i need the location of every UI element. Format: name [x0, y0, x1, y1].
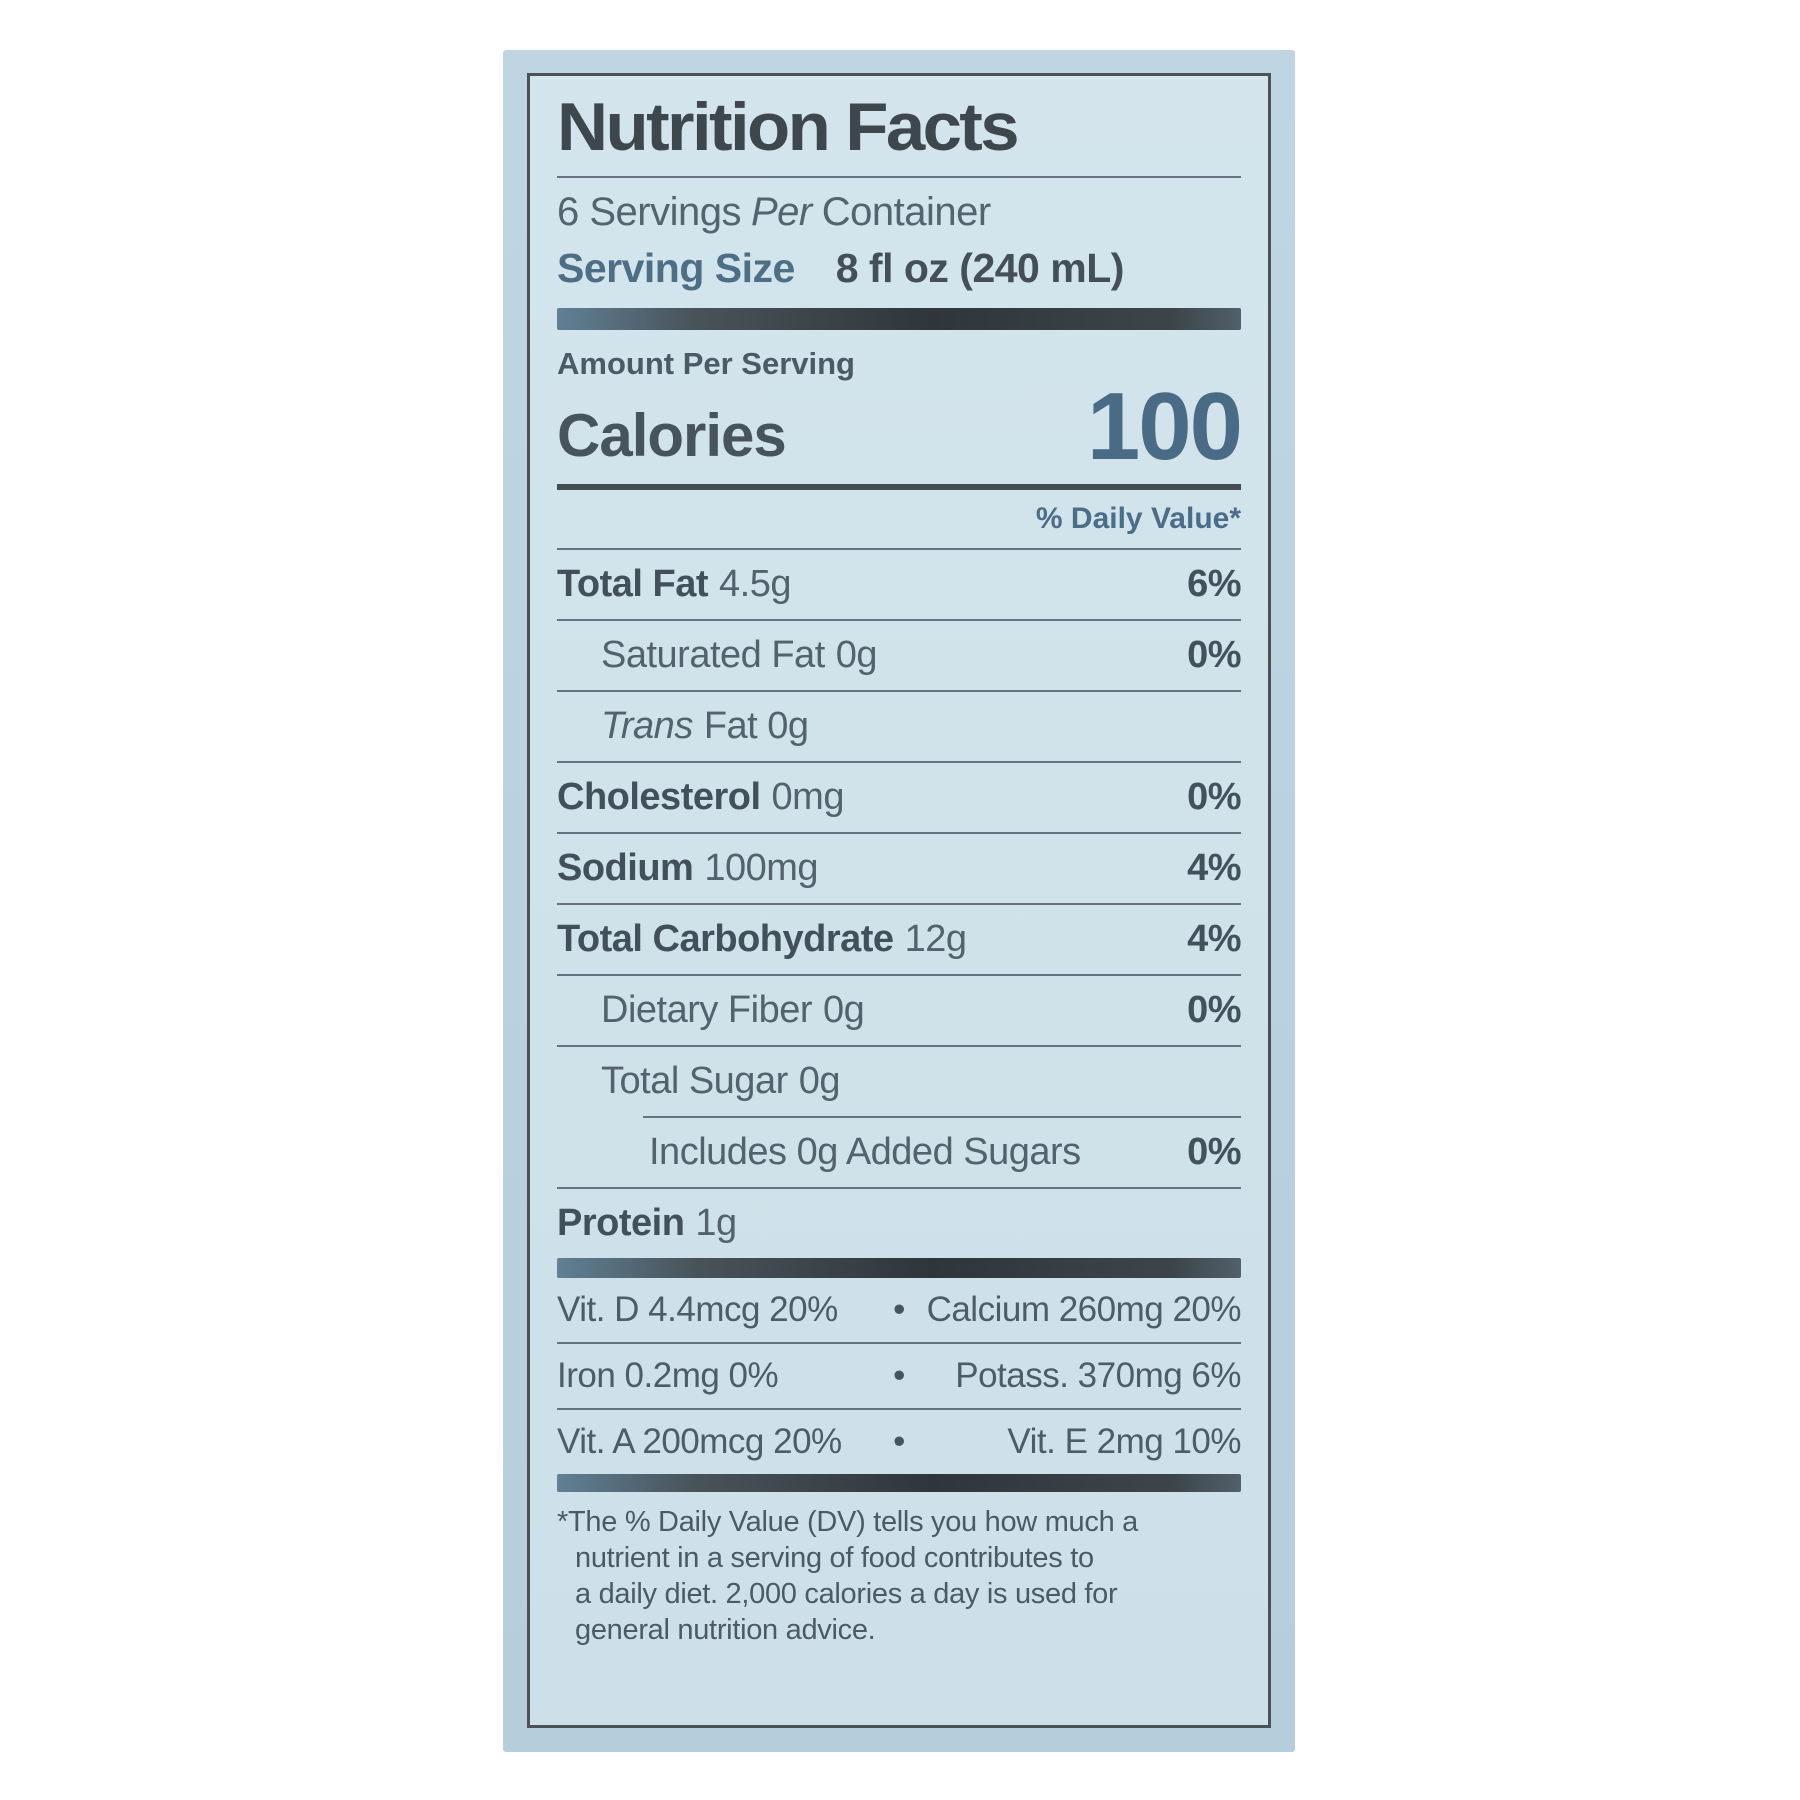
- divider: [557, 1342, 1241, 1345]
- bullet-separator: •: [893, 1356, 905, 1396]
- vitamin-e-value: Vit. E 2mg 10%: [1007, 1422, 1241, 1462]
- daily-value-header: % Daily Value*: [1035, 502, 1241, 536]
- nutrient-dv: 6%: [1187, 563, 1241, 606]
- nutrient-name-amount: Trans Fat 0g: [601, 705, 809, 748]
- divider: [557, 1408, 1241, 1411]
- footnote-line: nutrient in a serving of food contribute…: [575, 1542, 1094, 1575]
- nutrient-name-amount: Total Sugar 0g: [601, 1060, 841, 1103]
- servings-per-word: Per: [750, 190, 812, 234]
- divider: [557, 832, 1241, 835]
- serving-size-value: 8 fl oz (240 mL): [835, 245, 1125, 291]
- calories-value: 100: [1086, 373, 1243, 480]
- nutrient-row-protein: Protein 1g: [557, 1189, 1241, 1258]
- nutrient-dv: 0%: [1187, 776, 1241, 819]
- calories-row: Calories 100: [557, 373, 1243, 484]
- serving-size-label: Serving Size: [557, 245, 795, 291]
- nutrient-name-amount: Saturated Fat 0g: [601, 634, 878, 677]
- servings-per-container: 6 Servings Per Container: [557, 178, 1241, 239]
- vitamin-a-value: Vit. A 200mcg 20%: [557, 1422, 842, 1462]
- divider: [557, 1045, 1241, 1048]
- calcium-value: Calcium 260mg 20%: [926, 1290, 1242, 1330]
- nutrient-dv: 4%: [1187, 918, 1241, 961]
- nutrition-facts-panel: Nutrition Facts 6 Servings Per Container S…: [527, 73, 1271, 1728]
- servings-container-word: Container: [821, 190, 991, 234]
- micronutrient-row-1: Vit. D 4.4mcg 20% • Calcium 260mg 20%: [557, 1278, 1242, 1342]
- divider: [557, 548, 1241, 551]
- divider: [557, 619, 1241, 622]
- thick-separator-bar: [557, 1258, 1241, 1279]
- nutrient-row-dietary-fiber: Dietary Fiber 0g 0%: [557, 976, 1241, 1045]
- nutrient-name-amount: Dietary Fiber 0g: [601, 989, 865, 1032]
- divider-indented: [643, 1116, 1241, 1119]
- nutrient-name-amount: Includes 0g Added Sugars: [649, 1131, 1081, 1174]
- serving-size-row: Serving Size 8 fl oz (240 mL): [557, 239, 1241, 308]
- divider: [557, 903, 1241, 906]
- thick-separator-bar: [557, 1474, 1241, 1493]
- nutrient-row-cholesterol: Cholesterol 0mg 0%: [557, 763, 1241, 832]
- servings-count: 6 Servings: [557, 190, 741, 234]
- amount-per-serving-label: Amount Per Serving: [557, 346, 855, 381]
- nutrient-row-saturated-fat: Saturated Fat 0g 0%: [557, 621, 1241, 690]
- vitamin-d-value: Vit. D 4.4mcg 20%: [557, 1290, 838, 1330]
- iron-value: Iron 0.2mg 0%: [557, 1356, 779, 1396]
- daily-value-footnote: *The % Daily Value (DV) tells you how mu…: [557, 1492, 1241, 1648]
- divider: [557, 761, 1241, 764]
- nutrient-dv: 0%: [1187, 1131, 1241, 1174]
- micronutrient-row-2: Iron 0.2mg 0% • Potass. 370mg 6%: [557, 1344, 1242, 1408]
- nutrition-label-sticker: Nutrition Facts 6 Servings Per Container S…: [503, 50, 1295, 1752]
- micronutrient-row-3: Vit. A 200mcg 20% • Vit. E 2mg 10%: [557, 1410, 1242, 1474]
- bullet-separator: •: [893, 1290, 905, 1330]
- nutrient-row-total-sugar: Total Sugar 0g: [557, 1047, 1241, 1116]
- nutrient-name-amount: Cholesterol 0mg: [557, 776, 844, 819]
- nutrient-row-total-carbohydrate: Total Carbohydrate 12g 4%: [557, 905, 1241, 974]
- nutrition-facts-title: Nutrition Facts: [557, 89, 1020, 165]
- nutrient-name-amount: Protein 1g: [557, 1202, 737, 1245]
- nutrient-name-amount: Total Fat 4.5g: [557, 563, 791, 606]
- potassium-value: Potass. 370mg 6%: [955, 1356, 1241, 1396]
- footnote-line: general nutrition advice.: [575, 1614, 876, 1647]
- divider: [557, 974, 1241, 977]
- nutrient-row-total-fat: Total Fat 4.5g 6%: [557, 550, 1241, 619]
- nutrient-dv: 4%: [1187, 847, 1241, 890]
- calories-label: Calories: [557, 402, 787, 470]
- nutrient-dv: 0%: [1187, 634, 1241, 677]
- divider: [557, 690, 1241, 693]
- nutrient-row-added-sugars: Includes 0g Added Sugars 0%: [557, 1118, 1241, 1187]
- nutrient-row-trans-fat: Trans Fat 0g: [557, 692, 1241, 761]
- footnote-line: *The % Daily Value (DV) tells you how mu…: [557, 1506, 1139, 1539]
- nutrient-row-sodium: Sodium 100mg 4%: [557, 834, 1241, 903]
- thick-separator-bar: [557, 308, 1241, 330]
- divider: [557, 176, 1241, 178]
- divider-medium: [557, 484, 1241, 491]
- divider: [557, 1187, 1241, 1190]
- bullet-separator: •: [893, 1422, 905, 1462]
- nutrient-name-amount: Total Carbohydrate 12g: [557, 918, 967, 961]
- nutrient-dv: 0%: [1187, 989, 1241, 1032]
- nutrient-name-amount: Sodium 100mg: [557, 847, 819, 890]
- footnote-line: a daily diet. 2,000 calories a day is us…: [575, 1578, 1118, 1611]
